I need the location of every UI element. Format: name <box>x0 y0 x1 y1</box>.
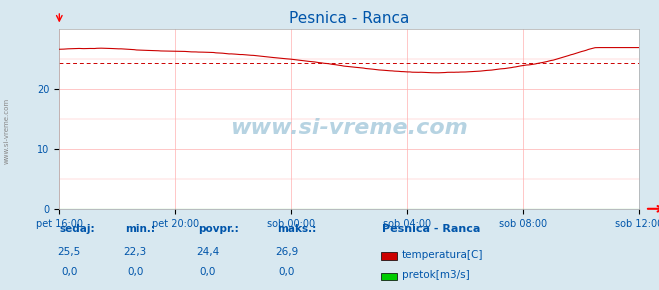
FancyBboxPatch shape <box>381 273 397 280</box>
Text: povpr.:: povpr.: <box>198 224 239 234</box>
Text: 26,9: 26,9 <box>275 247 299 257</box>
Text: 24,4: 24,4 <box>196 247 219 257</box>
Text: 25,5: 25,5 <box>57 247 81 257</box>
Text: temperatura[C]: temperatura[C] <box>402 250 484 260</box>
Text: 0,0: 0,0 <box>279 267 295 278</box>
Text: 0,0: 0,0 <box>127 267 143 278</box>
Text: Pesnica - Ranca: Pesnica - Ranca <box>382 224 480 234</box>
Text: www.si-vreme.com: www.si-vreme.com <box>231 118 468 138</box>
Text: pretok[m3/s]: pretok[m3/s] <box>402 271 470 280</box>
Text: 0,0: 0,0 <box>61 267 77 278</box>
Text: maks.:: maks.: <box>277 224 316 234</box>
Text: min.:: min.: <box>125 224 156 234</box>
Text: www.si-vreme.com: www.si-vreme.com <box>3 97 9 164</box>
Text: 0,0: 0,0 <box>200 267 215 278</box>
Text: sedaj:: sedaj: <box>59 224 95 234</box>
Text: 22,3: 22,3 <box>123 247 147 257</box>
Title: Pesnica - Ranca: Pesnica - Ranca <box>289 11 409 26</box>
FancyBboxPatch shape <box>381 252 397 260</box>
